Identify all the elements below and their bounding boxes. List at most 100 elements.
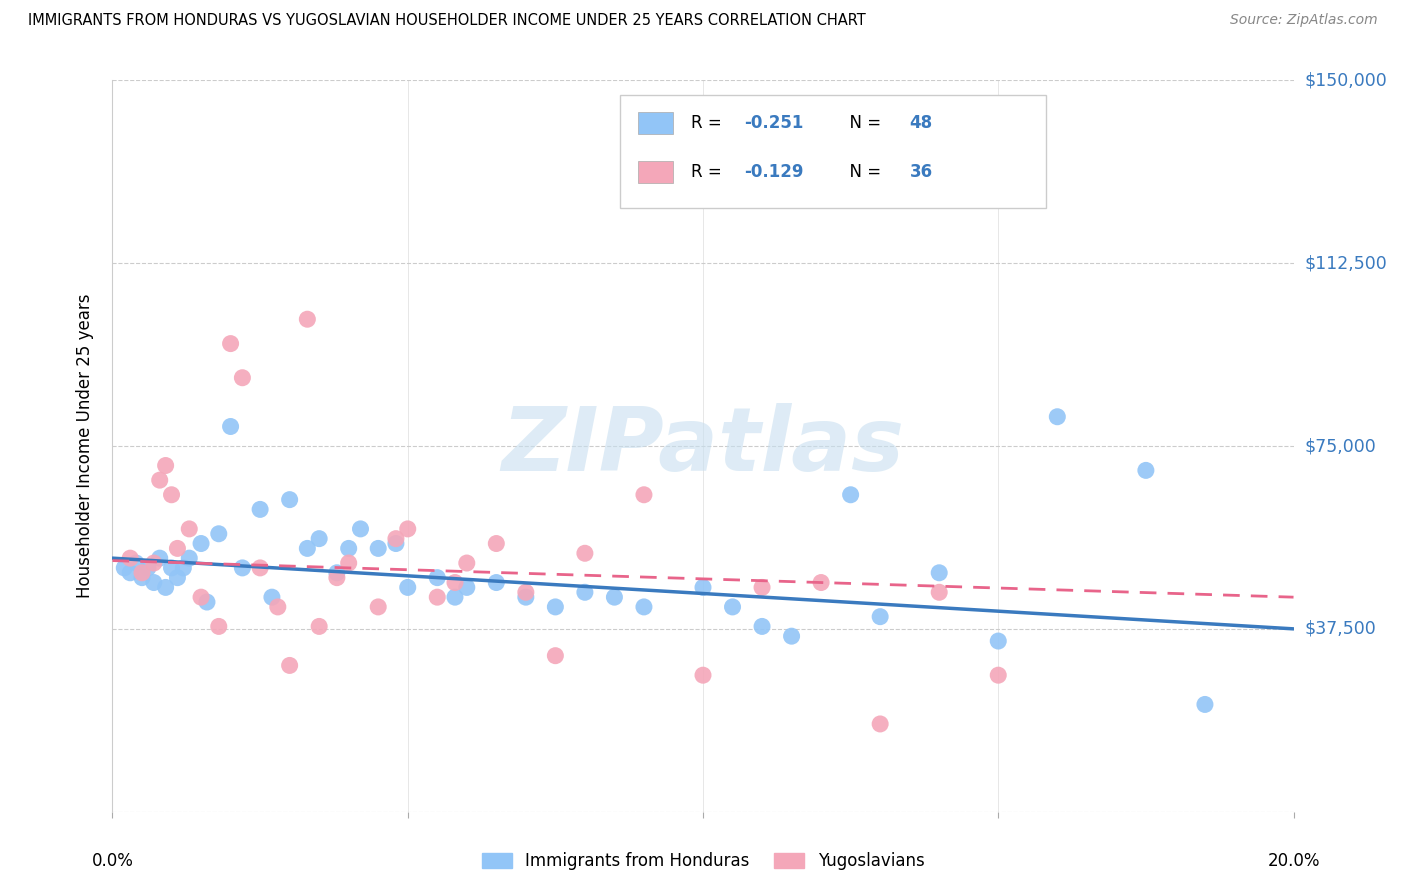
Point: [219, 419, 242, 434]
Text: -0.251: -0.251: [744, 113, 804, 132]
Point: [160, 488, 183, 502]
Point: [385, 536, 408, 550]
Point: [367, 541, 389, 556]
Point: [142, 556, 165, 570]
Point: [633, 599, 655, 614]
Text: 36: 36: [910, 162, 932, 181]
Point: [869, 609, 891, 624]
Point: [297, 541, 319, 556]
Text: 20.0%: 20.0%: [1267, 852, 1320, 870]
Point: [603, 590, 626, 604]
Text: R =: R =: [692, 113, 727, 132]
Point: [544, 599, 567, 614]
Text: $37,500: $37,500: [1305, 620, 1376, 638]
FancyBboxPatch shape: [638, 161, 673, 183]
Point: [869, 717, 891, 731]
Point: [142, 575, 165, 590]
Point: [485, 575, 508, 590]
Point: [692, 581, 714, 595]
Text: IMMIGRANTS FROM HONDURAS VS YUGOSLAVIAN HOUSEHOLDER INCOME UNDER 25 YEARS CORREL: IMMIGRANTS FROM HONDURAS VS YUGOSLAVIAN …: [28, 13, 866, 29]
Point: [160, 561, 183, 575]
Point: [1135, 463, 1157, 477]
Point: [485, 536, 508, 550]
Text: N =: N =: [839, 113, 886, 132]
Point: [426, 571, 449, 585]
Point: [149, 551, 172, 566]
Text: 48: 48: [910, 113, 932, 132]
Text: 0.0%: 0.0%: [91, 852, 134, 870]
Point: [574, 585, 596, 599]
Point: [166, 541, 188, 556]
Point: [444, 590, 467, 604]
Point: [278, 492, 301, 507]
Point: [326, 571, 349, 585]
Point: [297, 312, 319, 326]
Point: [349, 522, 371, 536]
Point: [780, 629, 803, 643]
Point: [112, 561, 135, 575]
Text: -0.129: -0.129: [744, 162, 804, 181]
Point: [810, 575, 832, 590]
Point: [131, 571, 153, 585]
Point: [633, 488, 655, 502]
Point: [444, 575, 467, 590]
Point: [928, 566, 950, 580]
Point: [231, 561, 253, 575]
Point: [249, 502, 271, 516]
Point: [308, 619, 330, 633]
Point: [249, 561, 271, 575]
Point: [751, 619, 773, 633]
Text: R =: R =: [692, 162, 727, 181]
Point: [1194, 698, 1216, 712]
Point: [149, 473, 172, 487]
Point: [721, 599, 744, 614]
Point: [367, 599, 389, 614]
Point: [179, 522, 201, 536]
Point: [385, 532, 408, 546]
Y-axis label: Householder Income Under 25 years: Householder Income Under 25 years: [76, 293, 94, 599]
Point: [131, 566, 153, 580]
Point: [155, 581, 177, 595]
Point: [172, 561, 194, 575]
Point: [179, 551, 201, 566]
Point: [337, 541, 360, 556]
Point: [208, 526, 231, 541]
Point: [208, 619, 231, 633]
Point: [219, 336, 242, 351]
FancyBboxPatch shape: [638, 112, 673, 134]
Legend: Immigrants from Honduras, Yugoslavians: Immigrants from Honduras, Yugoslavians: [475, 846, 931, 877]
Point: [515, 585, 537, 599]
Point: [326, 566, 349, 580]
Point: [120, 566, 142, 580]
FancyBboxPatch shape: [620, 95, 1046, 209]
Point: [396, 522, 419, 536]
Text: Source: ZipAtlas.com: Source: ZipAtlas.com: [1230, 13, 1378, 28]
Point: [337, 556, 360, 570]
Point: [751, 581, 773, 595]
Point: [231, 370, 253, 384]
Point: [456, 556, 478, 570]
Point: [125, 556, 148, 570]
Point: [515, 590, 537, 604]
Point: [692, 668, 714, 682]
Text: $150,000: $150,000: [1305, 71, 1388, 89]
Point: [278, 658, 301, 673]
Text: N =: N =: [839, 162, 886, 181]
Point: [839, 488, 862, 502]
Point: [190, 590, 212, 604]
Point: [574, 546, 596, 560]
Point: [396, 581, 419, 595]
Point: [120, 551, 142, 566]
Point: [190, 536, 212, 550]
Text: $75,000: $75,000: [1305, 437, 1376, 455]
Text: $112,500: $112,500: [1305, 254, 1388, 272]
Point: [136, 561, 159, 575]
Point: [1046, 409, 1069, 424]
Point: [267, 599, 290, 614]
Point: [456, 581, 478, 595]
Point: [195, 595, 218, 609]
Point: [308, 532, 330, 546]
Point: [166, 571, 188, 585]
Point: [544, 648, 567, 663]
Point: [928, 585, 950, 599]
